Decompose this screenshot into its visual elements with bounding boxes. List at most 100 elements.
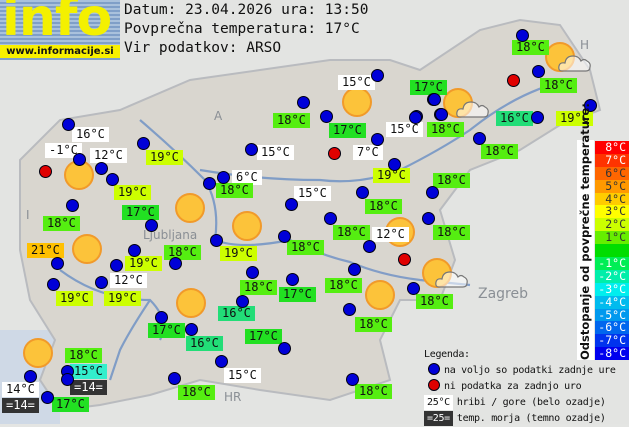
legend-available-text: na voljo so podatki zadnje ure <box>444 365 616 376</box>
temperature-label: 16°C <box>186 336 223 351</box>
station-missing-marker[interactable] <box>507 74 520 87</box>
station-marker[interactable] <box>62 118 75 131</box>
station-marker[interactable] <box>409 111 422 124</box>
average-temperature: Povprečna temperatura: 17°C <box>124 21 360 37</box>
station-marker[interactable] <box>210 234 223 247</box>
station-marker[interactable] <box>363 240 376 253</box>
station-marker[interactable] <box>145 219 158 232</box>
station-marker[interactable] <box>346 373 359 386</box>
station-marker[interactable] <box>278 342 291 355</box>
temperature-label: 17°C <box>279 287 316 302</box>
station-marker[interactable] <box>371 69 384 82</box>
mountain-temperature-label: 15°C <box>224 368 261 383</box>
scale-title: Odstopanje od povprečne temperature: <box>577 103 594 360</box>
mountain-temperature-label: 16°C <box>72 127 109 142</box>
temperature-label: 18°C <box>355 317 392 332</box>
station-marker[interactable] <box>320 110 333 123</box>
temperature-label: 18°C <box>427 122 464 137</box>
station-marker[interactable] <box>137 137 150 150</box>
station-marker[interactable] <box>422 212 435 225</box>
station-marker[interactable] <box>324 212 337 225</box>
station-missing-marker[interactable] <box>39 165 52 178</box>
temperature-label: 19°C <box>125 256 162 271</box>
station-marker[interactable] <box>516 29 529 42</box>
temperature-label: 18°C <box>65 348 102 363</box>
station-marker[interactable] <box>73 153 86 166</box>
station-marker[interactable] <box>426 186 439 199</box>
scale-row: 1°C <box>595 231 629 245</box>
temperature-label: 18°C <box>43 216 80 231</box>
temperature-label: 18°C <box>433 173 470 188</box>
temperature-label: 19°C <box>373 168 410 183</box>
cloud-icon <box>558 53 592 77</box>
station-marker[interactable] <box>246 266 259 279</box>
station-missing-marker[interactable] <box>328 147 341 160</box>
mountain-temperature-label: 14°C <box>2 382 39 397</box>
station-marker[interactable] <box>106 173 119 186</box>
site-logo[interactable]: info www.informacije.si <box>0 0 120 60</box>
station-marker[interactable] <box>155 311 168 324</box>
temperature-label: 17°C <box>148 323 185 338</box>
mountain-temperature-label: 15°C <box>338 75 375 90</box>
station-marker[interactable] <box>297 96 310 109</box>
station-marker[interactable] <box>95 276 108 289</box>
station-marker[interactable] <box>348 263 361 276</box>
station-marker[interactable] <box>66 199 79 212</box>
scale-row: 3°C <box>595 205 629 219</box>
mountain-sample: 25°C <box>424 395 453 410</box>
station-marker[interactable] <box>531 111 544 124</box>
station-marker[interactable] <box>584 99 597 112</box>
station-marker[interactable] <box>215 355 228 368</box>
station-marker[interactable] <box>285 198 298 211</box>
station-marker[interactable] <box>356 186 369 199</box>
sun-icon <box>342 87 372 117</box>
station-marker[interactable] <box>128 244 141 257</box>
station-marker[interactable] <box>61 373 74 386</box>
legend-sea-text: temp. morja (temno ozadje) <box>456 413 606 424</box>
station-missing-marker[interactable] <box>398 253 411 266</box>
temperature-label: 18°C <box>355 384 392 399</box>
legend-available: na voljo so podatki zadnje ure <box>424 363 616 379</box>
station-marker[interactable] <box>388 158 401 171</box>
cloud-icon <box>435 269 469 293</box>
station-marker[interactable] <box>371 133 384 146</box>
scale-row: 8°C <box>595 141 629 154</box>
station-marker[interactable] <box>110 259 123 272</box>
sun-icon <box>175 193 205 223</box>
station-marker[interactable] <box>203 177 216 190</box>
station-marker[interactable] <box>47 278 60 291</box>
temperature-label: 18°C <box>416 294 453 309</box>
station-marker[interactable] <box>51 257 64 270</box>
station-marker[interactable] <box>278 230 291 243</box>
temperature-label: 18°C <box>287 240 324 255</box>
map-label-croatia: HR <box>224 390 242 404</box>
station-marker[interactable] <box>236 295 249 308</box>
temperature-label: 18°C <box>433 225 470 240</box>
station-marker[interactable] <box>245 143 258 156</box>
temperature-label: 17°C <box>52 397 89 412</box>
station-marker[interactable] <box>435 108 448 121</box>
temperature-label: 17°C <box>410 80 447 95</box>
station-marker[interactable] <box>169 257 182 270</box>
station-marker[interactable] <box>24 370 37 383</box>
temperature-label: 18°C <box>240 280 277 295</box>
temperature-label: 18°C <box>540 78 577 93</box>
station-marker[interactable] <box>473 132 486 145</box>
station-marker[interactable] <box>41 391 54 404</box>
station-marker[interactable] <box>428 93 441 106</box>
station-marker[interactable] <box>185 323 198 336</box>
scale-row: 7°C <box>595 153 629 167</box>
station-marker[interactable] <box>532 65 545 78</box>
scale-row: 2°C <box>595 218 629 232</box>
station-marker[interactable] <box>286 273 299 286</box>
temperature-label: 19°C <box>56 291 93 306</box>
station-marker[interactable] <box>95 162 108 175</box>
temperature-label: 15°C <box>70 364 107 379</box>
station-marker[interactable] <box>407 282 420 295</box>
station-marker[interactable] <box>217 171 230 184</box>
scale-row: -2°C <box>595 270 629 283</box>
station-marker[interactable] <box>168 372 181 385</box>
legend-title: Legenda: <box>424 349 470 360</box>
site-url[interactable]: www.informacije.si <box>0 45 120 58</box>
station-marker[interactable] <box>343 303 356 316</box>
